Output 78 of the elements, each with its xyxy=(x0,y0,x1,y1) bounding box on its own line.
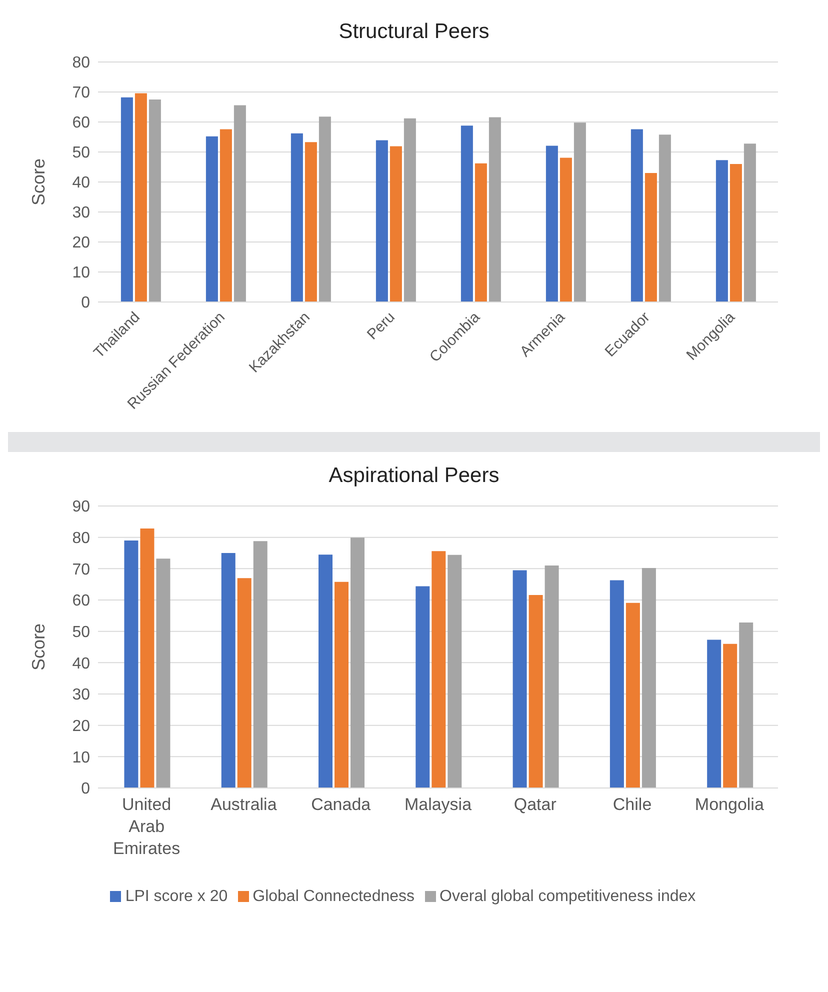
bar xyxy=(334,582,349,788)
x-tick-label: Canada xyxy=(311,795,372,814)
legend-label: Global Connectedness xyxy=(252,888,415,905)
bar xyxy=(574,122,586,302)
bar xyxy=(376,140,388,302)
y-tick-label: 40 xyxy=(72,174,90,192)
x-tick-label: Malaysia xyxy=(404,795,472,814)
y-axis-title: Score xyxy=(28,158,48,206)
bar xyxy=(610,580,624,788)
bar xyxy=(140,528,154,788)
bar xyxy=(432,551,446,788)
bar xyxy=(460,126,473,302)
bar xyxy=(156,558,170,788)
y-tick-label: 0 xyxy=(81,780,90,798)
bar xyxy=(642,568,656,788)
y-tick-label: 30 xyxy=(72,204,90,222)
bar xyxy=(528,594,543,788)
y-tick-label: 80 xyxy=(72,54,90,72)
bar xyxy=(723,644,738,788)
y-tick-label: 40 xyxy=(72,655,90,672)
bar xyxy=(148,100,161,302)
bar xyxy=(626,602,640,788)
x-tick-label: Qatar xyxy=(514,795,557,814)
y-tick-label: 70 xyxy=(72,84,90,102)
bar xyxy=(350,538,365,788)
bar xyxy=(290,133,303,302)
x-tick-label: Australia xyxy=(210,795,278,814)
y-tick-label: 10 xyxy=(72,749,90,766)
bar xyxy=(120,97,133,302)
bar xyxy=(124,540,138,788)
y-tick-label: 50 xyxy=(72,624,90,642)
bar xyxy=(206,136,218,302)
y-tick-label: 90 xyxy=(72,498,90,516)
bar xyxy=(404,118,416,302)
bar xyxy=(318,554,333,788)
y-tick-label: 50 xyxy=(72,144,90,162)
x-tick-label: Mongolia xyxy=(694,795,764,814)
y-tick-label: 0 xyxy=(81,294,90,312)
bar xyxy=(474,163,487,302)
bar xyxy=(560,158,572,302)
bar xyxy=(630,129,643,302)
bar xyxy=(134,93,147,302)
bar xyxy=(390,146,402,302)
y-tick-label: 10 xyxy=(72,264,90,282)
legend-label: LPI score x 20 xyxy=(125,888,228,905)
bar xyxy=(658,134,671,302)
bar xyxy=(220,129,232,302)
bar xyxy=(488,117,501,302)
x-tick-label: Chile xyxy=(612,795,652,814)
chart-title: Aspirational Peers xyxy=(328,464,500,489)
y-tick-label: 20 xyxy=(72,718,90,736)
bar xyxy=(716,160,728,302)
y-tick-label: 30 xyxy=(72,686,90,704)
y-tick-label: 60 xyxy=(72,592,90,610)
bar xyxy=(416,586,430,788)
bar xyxy=(304,142,317,302)
bar xyxy=(512,570,527,788)
bar xyxy=(739,622,754,788)
legend-label: Overal global competitiveness index xyxy=(440,888,696,905)
bar xyxy=(744,144,756,302)
bar xyxy=(253,541,268,788)
bar xyxy=(730,164,742,302)
bar xyxy=(237,578,252,788)
bar xyxy=(234,105,246,302)
bar xyxy=(221,553,236,788)
bar xyxy=(707,640,722,788)
bar xyxy=(544,566,559,788)
y-tick-label: 70 xyxy=(72,561,90,578)
y-tick-label: 80 xyxy=(72,530,90,548)
y-tick-label: 20 xyxy=(72,234,90,252)
bar xyxy=(448,554,462,788)
x-tick-label: United Arab Emirates xyxy=(113,795,180,858)
bar xyxy=(546,146,558,302)
bar xyxy=(318,116,331,302)
bar xyxy=(644,173,657,302)
y-axis-title: Score xyxy=(28,623,48,671)
chart-title: Structural Peers xyxy=(338,20,490,45)
y-tick-label: 60 xyxy=(72,114,90,132)
